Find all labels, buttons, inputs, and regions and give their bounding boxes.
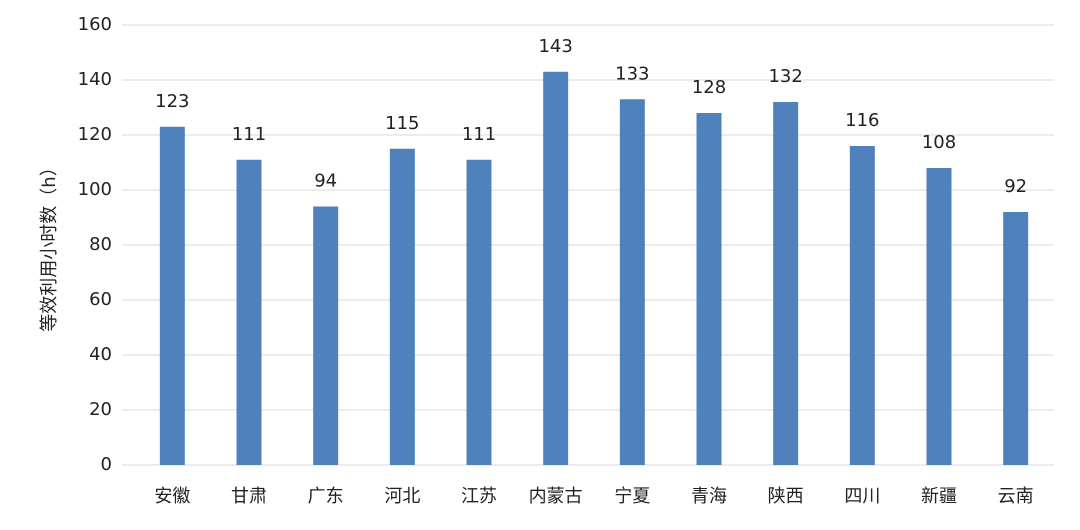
x-tick-label: 青海 [691, 486, 727, 507]
data-label: 116 [845, 110, 879, 131]
data-label: 133 [615, 63, 649, 84]
bar [543, 71, 569, 465]
x-tick-label: 新疆 [921, 486, 957, 507]
bar [1003, 212, 1029, 465]
bar [773, 102, 799, 465]
data-label: 115 [385, 113, 419, 134]
y-tick-label: 20 [89, 399, 112, 420]
bar [926, 168, 952, 465]
data-label: 132 [768, 66, 802, 87]
data-label: 108 [922, 132, 956, 153]
data-label: 94 [314, 171, 337, 192]
bar [696, 113, 722, 465]
data-label: 111 [462, 124, 496, 145]
x-tick-label: 河北 [384, 486, 420, 507]
bar [236, 159, 262, 465]
data-label: 123 [155, 91, 189, 112]
x-tick-label: 内蒙古 [529, 486, 583, 507]
y-tick-label: 100 [78, 179, 112, 200]
data-label: 111 [232, 124, 266, 145]
bar [313, 206, 339, 465]
bar [849, 146, 875, 465]
x-tick-label: 四川 [844, 486, 880, 507]
y-tick-label: 40 [89, 344, 112, 365]
x-tick-label: 广东 [308, 486, 344, 507]
bar [389, 148, 415, 465]
data-label: 128 [692, 77, 726, 98]
y-tick-label: 80 [89, 234, 112, 255]
x-tick-label: 安徽 [154, 486, 190, 507]
data-label: 92 [1004, 176, 1027, 197]
y-tick-label: 140 [78, 69, 112, 90]
x-tick-label: 甘肃 [231, 486, 267, 507]
y-tick-label: 120 [78, 124, 112, 145]
bar [619, 99, 645, 465]
bar [466, 159, 492, 465]
y-tick-label: 0 [101, 454, 112, 475]
x-tick-label: 宁夏 [614, 486, 650, 507]
x-tick-label: 江苏 [461, 486, 497, 507]
y-tick-label: 60 [89, 289, 112, 310]
x-tick-label: 陕西 [768, 486, 804, 507]
y-axis-label: 等效利用小时数（h） [39, 158, 60, 331]
data-label: 143 [538, 36, 572, 57]
x-tick-label: 云南 [998, 486, 1034, 507]
bar [159, 126, 185, 465]
y-tick-label: 160 [78, 14, 112, 35]
